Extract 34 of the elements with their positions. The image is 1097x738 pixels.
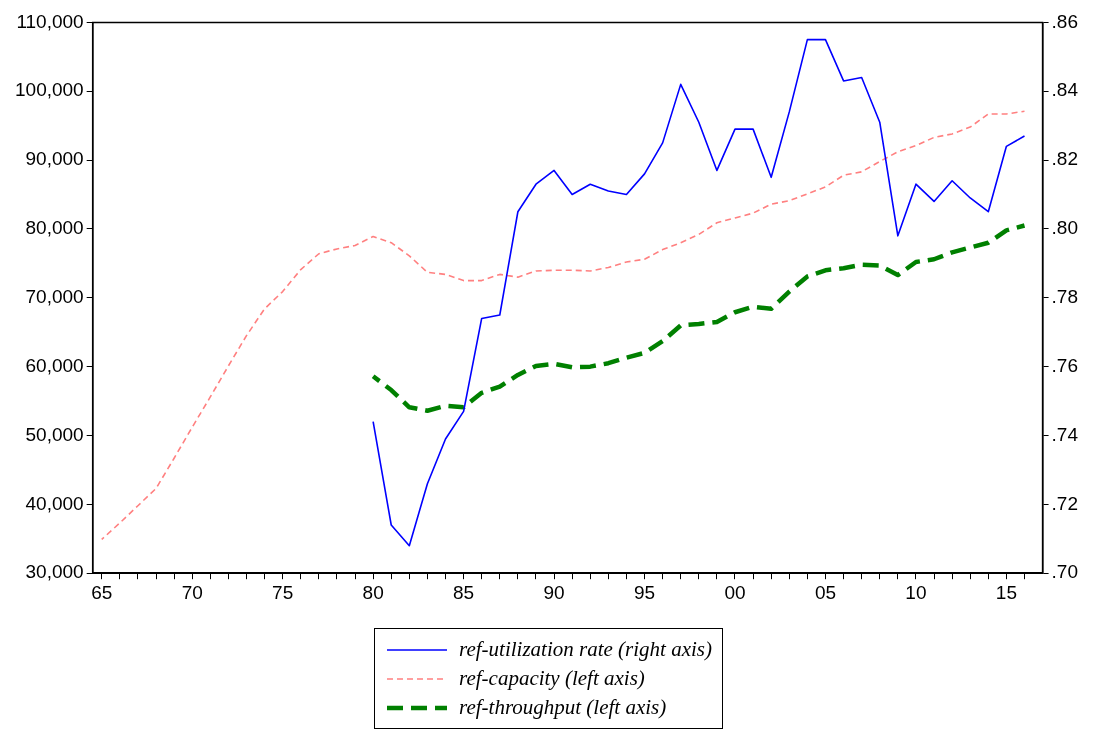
y2-tick-label: .84 [1051,79,1079,101]
legend-label: ref-capacity (left axis) [459,666,645,691]
x-tick-label: 05 [814,581,837,603]
x-tick-label: 15 [995,581,1017,603]
y2-tick-label: .86 [1051,10,1079,32]
y2-tick-label: .74 [1051,423,1079,445]
y2-tick-label: .78 [1051,286,1079,308]
x-tick-label: 80 [362,581,384,603]
y-tick-label: 60,000 [25,354,84,376]
x-tick-label: 90 [543,581,565,603]
y-tick-label: 30,000 [25,561,84,583]
line-series [100,110,1026,541]
x-tick-label: 00 [724,581,746,603]
y2-tick-label: .76 [1051,354,1079,376]
x-tick-label: 75 [272,581,294,603]
y-tick-label: 50,000 [25,423,84,445]
y-tick-label: 110,000 [16,10,84,32]
y-tick-label: 90,000 [25,148,84,170]
line-series [370,223,1027,413]
y2-tick-label: .80 [1051,217,1079,239]
y-tick-label: 70,000 [25,286,84,308]
legend-label: ref-throughput (left axis) [459,695,667,720]
x-tick-label: 65 [91,581,113,603]
y2-tick-label: .70 [1051,561,1079,583]
x-tick-label: 10 [905,581,927,603]
x-tick-label: 70 [181,581,203,603]
y-tick-label: 80,000 [25,217,84,239]
y-tick-label: 100,000 [14,79,84,101]
y-tick-label: 40,000 [25,492,84,514]
y2-tick-label: .82 [1051,148,1079,170]
x-tick-label: 95 [633,581,656,603]
legend-label: ref-utilization rate (right axis) [459,637,712,662]
y2-tick-label: .72 [1051,492,1079,514]
x-tick-label: 85 [453,581,475,603]
